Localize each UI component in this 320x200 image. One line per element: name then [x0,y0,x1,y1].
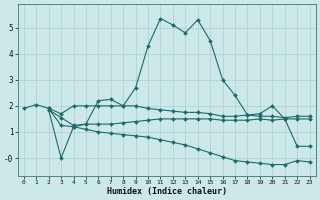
X-axis label: Humidex (Indice chaleur): Humidex (Indice chaleur) [107,187,227,196]
